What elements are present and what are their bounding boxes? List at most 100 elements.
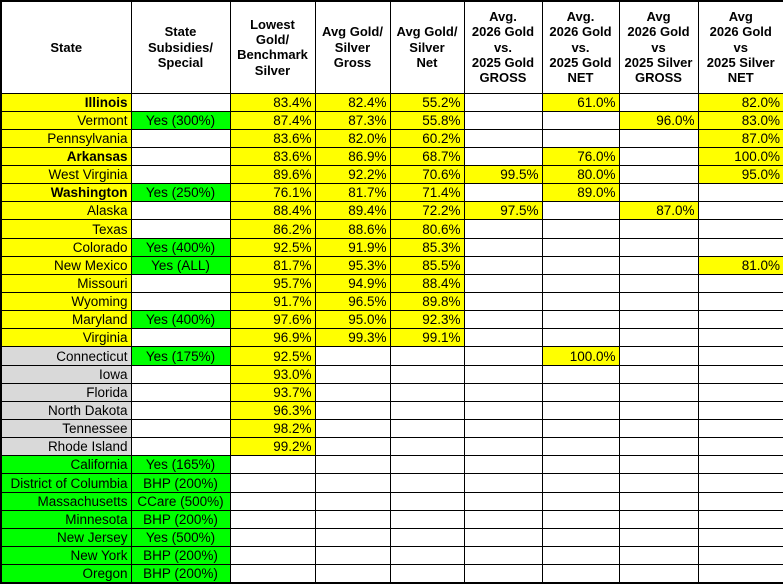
state-cell[interactable]: Texas [0, 219, 132, 239]
subsidy-cell[interactable] [130, 219, 231, 239]
value-cell-avg-2026-gold-vs-2025-silver-net[interactable] [697, 346, 783, 366]
value-cell-avg-2026-gold-vs-2025-gold-gross[interactable] [463, 364, 543, 384]
value-cell-avg-2026-gold-vs-2025-gold-gross[interactable] [463, 255, 543, 275]
value-cell-avg-gold-silver-net[interactable]: 88.4% [389, 273, 465, 294]
value-cell-avg-2026-gold-vs-2025-silver-gross[interactable]: 96.0% [618, 110, 699, 130]
value-cell-lowest-gold-benchmark-silver[interactable]: 89.6% [229, 165, 316, 185]
value-cell-avg-2026-gold-vs-2025-gold-net[interactable] [541, 437, 620, 457]
value-cell-avg-2026-gold-vs-2025-gold-net[interactable] [541, 509, 620, 529]
value-cell-avg-2026-gold-vs-2025-silver-net[interactable] [697, 183, 783, 203]
state-cell[interactable]: Oregon [0, 564, 132, 584]
value-cell-lowest-gold-benchmark-silver[interactable]: 93.7% [229, 382, 316, 402]
value-cell-avg-2026-gold-vs-2025-silver-gross[interactable] [618, 237, 699, 257]
value-cell-avg-gold-silver-net[interactable] [389, 382, 465, 402]
value-cell-avg-2026-gold-vs-2025-silver-net[interactable] [697, 473, 783, 493]
value-cell-lowest-gold-benchmark-silver[interactable]: 83.6% [229, 146, 316, 167]
value-cell-avg-2026-gold-vs-2025-gold-net[interactable] [541, 110, 620, 130]
value-cell-lowest-gold-benchmark-silver[interactable]: 99.2% [229, 437, 316, 457]
value-cell-avg-gold-silver-net[interactable] [389, 527, 465, 548]
value-cell-avg-2026-gold-vs-2025-silver-gross[interactable] [618, 437, 699, 457]
value-cell-avg-2026-gold-vs-2025-silver-gross[interactable] [618, 491, 699, 511]
value-cell-avg-gold-silver-gross[interactable] [314, 419, 391, 439]
value-cell-avg-2026-gold-vs-2025-gold-gross[interactable] [463, 455, 543, 475]
value-cell-avg-2026-gold-vs-2025-gold-net[interactable] [541, 382, 620, 402]
value-cell-avg-2026-gold-vs-2025-silver-net[interactable]: 83.0% [697, 110, 783, 130]
value-cell-avg-2026-gold-vs-2025-silver-gross[interactable] [618, 419, 699, 439]
value-cell-avg-gold-silver-gross[interactable]: 91.9% [314, 237, 391, 257]
value-cell-avg-2026-gold-vs-2025-silver-net[interactable]: 81.0% [697, 255, 783, 275]
value-cell-avg-2026-gold-vs-2025-silver-gross[interactable] [618, 328, 699, 348]
value-cell-avg-2026-gold-vs-2025-gold-net[interactable] [541, 491, 620, 511]
value-cell-avg-2026-gold-vs-2025-gold-gross[interactable] [463, 310, 543, 330]
value-cell-avg-2026-gold-vs-2025-gold-net[interactable] [541, 546, 620, 566]
value-cell-avg-gold-silver-net[interactable]: 60.2% [389, 128, 465, 148]
value-cell-avg-2026-gold-vs-2025-silver-gross[interactable] [618, 92, 699, 112]
state-cell[interactable]: California [0, 455, 132, 475]
value-cell-avg-2026-gold-vs-2025-gold-net[interactable] [541, 364, 620, 384]
state-cell[interactable]: District of Columbia [0, 473, 132, 493]
subsidy-cell[interactable] [130, 165, 231, 185]
state-cell[interactable]: Massachusetts [0, 491, 132, 511]
subsidy-cell[interactable] [130, 292, 231, 312]
value-cell-avg-gold-silver-gross[interactable]: 89.4% [314, 201, 391, 221]
value-cell-avg-2026-gold-vs-2025-silver-net[interactable] [697, 546, 783, 566]
value-cell-avg-2026-gold-vs-2025-silver-gross[interactable] [618, 564, 699, 584]
value-cell-avg-2026-gold-vs-2025-silver-net[interactable]: 87.0% [697, 128, 783, 148]
value-cell-avg-2026-gold-vs-2025-gold-gross[interactable] [463, 400, 543, 421]
value-cell-lowest-gold-benchmark-silver[interactable]: 98.2% [229, 419, 316, 439]
column-header-avg-2026-gold-vs-2025-silver-gross[interactable]: Avg 2026 Gold vs 2025 Silver GROSS [618, 0, 699, 94]
subsidy-cell[interactable] [130, 128, 231, 148]
subsidy-cell[interactable] [130, 146, 231, 167]
subsidy-cell[interactable]: CCare (500%) [130, 491, 231, 511]
value-cell-avg-2026-gold-vs-2025-silver-gross[interactable] [618, 255, 699, 275]
state-cell[interactable]: Iowa [0, 364, 132, 384]
value-cell-avg-2026-gold-vs-2025-gold-net[interactable] [541, 201, 620, 221]
value-cell-lowest-gold-benchmark-silver[interactable]: 95.7% [229, 273, 316, 294]
value-cell-lowest-gold-benchmark-silver[interactable] [229, 491, 316, 511]
column-header-lowest-gold-benchmark-silver[interactable]: Lowest Gold/ Benchmark Silver [229, 0, 316, 94]
value-cell-lowest-gold-benchmark-silver[interactable] [229, 455, 316, 475]
subsidy-cell[interactable]: BHP (200%) [130, 546, 231, 566]
value-cell-avg-2026-gold-vs-2025-silver-net[interactable] [697, 382, 783, 402]
value-cell-avg-2026-gold-vs-2025-silver-gross[interactable] [618, 382, 699, 402]
value-cell-lowest-gold-benchmark-silver[interactable]: 86.2% [229, 219, 316, 239]
state-cell[interactable]: Wyoming [0, 292, 132, 312]
value-cell-avg-gold-silver-gross[interactable] [314, 437, 391, 457]
value-cell-avg-2026-gold-vs-2025-silver-gross[interactable] [618, 128, 699, 148]
state-cell[interactable]: New Jersey [0, 527, 132, 548]
state-cell[interactable]: Pennsylvania [0, 128, 132, 148]
value-cell-lowest-gold-benchmark-silver[interactable]: 87.4% [229, 110, 316, 130]
value-cell-avg-2026-gold-vs-2025-gold-gross[interactable] [463, 346, 543, 366]
value-cell-avg-2026-gold-vs-2025-silver-net[interactable] [697, 201, 783, 221]
value-cell-avg-2026-gold-vs-2025-gold-net[interactable] [541, 328, 620, 348]
value-cell-avg-gold-silver-gross[interactable] [314, 400, 391, 421]
value-cell-avg-gold-silver-net[interactable] [389, 491, 465, 511]
value-cell-avg-gold-silver-gross[interactable] [314, 346, 391, 366]
value-cell-avg-2026-gold-vs-2025-gold-gross[interactable] [463, 292, 543, 312]
value-cell-avg-gold-silver-gross[interactable] [314, 473, 391, 493]
value-cell-avg-gold-silver-net[interactable]: 55.2% [389, 92, 465, 112]
value-cell-avg-2026-gold-vs-2025-silver-net[interactable] [697, 491, 783, 511]
value-cell-avg-2026-gold-vs-2025-silver-gross[interactable] [618, 473, 699, 493]
state-cell[interactable]: Connecticut [0, 346, 132, 366]
value-cell-avg-2026-gold-vs-2025-gold-net[interactable] [541, 455, 620, 475]
state-cell[interactable]: Missouri [0, 273, 132, 294]
subsidy-cell[interactable]: Yes (175%) [130, 346, 231, 366]
value-cell-avg-2026-gold-vs-2025-gold-gross[interactable] [463, 564, 543, 584]
value-cell-avg-2026-gold-vs-2025-gold-gross[interactable] [463, 382, 543, 402]
value-cell-avg-gold-silver-gross[interactable] [314, 509, 391, 529]
value-cell-avg-2026-gold-vs-2025-silver-net[interactable] [697, 364, 783, 384]
value-cell-avg-gold-silver-gross[interactable]: 81.7% [314, 183, 391, 203]
value-cell-avg-gold-silver-net[interactable]: 80.6% [389, 219, 465, 239]
value-cell-avg-2026-gold-vs-2025-silver-net[interactable] [697, 219, 783, 239]
subsidy-cell[interactable] [130, 328, 231, 348]
value-cell-avg-2026-gold-vs-2025-silver-gross[interactable] [618, 165, 699, 185]
value-cell-avg-gold-silver-gross[interactable]: 86.9% [314, 146, 391, 167]
column-header-state[interactable]: State [0, 0, 132, 94]
value-cell-avg-2026-gold-vs-2025-gold-gross[interactable] [463, 183, 543, 203]
value-cell-avg-2026-gold-vs-2025-gold-gross[interactable] [463, 128, 543, 148]
value-cell-avg-2026-gold-vs-2025-gold-net[interactable] [541, 255, 620, 275]
value-cell-avg-2026-gold-vs-2025-silver-net[interactable] [697, 564, 783, 584]
value-cell-avg-2026-gold-vs-2025-silver-net[interactable]: 100.0% [697, 146, 783, 167]
value-cell-avg-2026-gold-vs-2025-silver-gross[interactable] [618, 527, 699, 548]
